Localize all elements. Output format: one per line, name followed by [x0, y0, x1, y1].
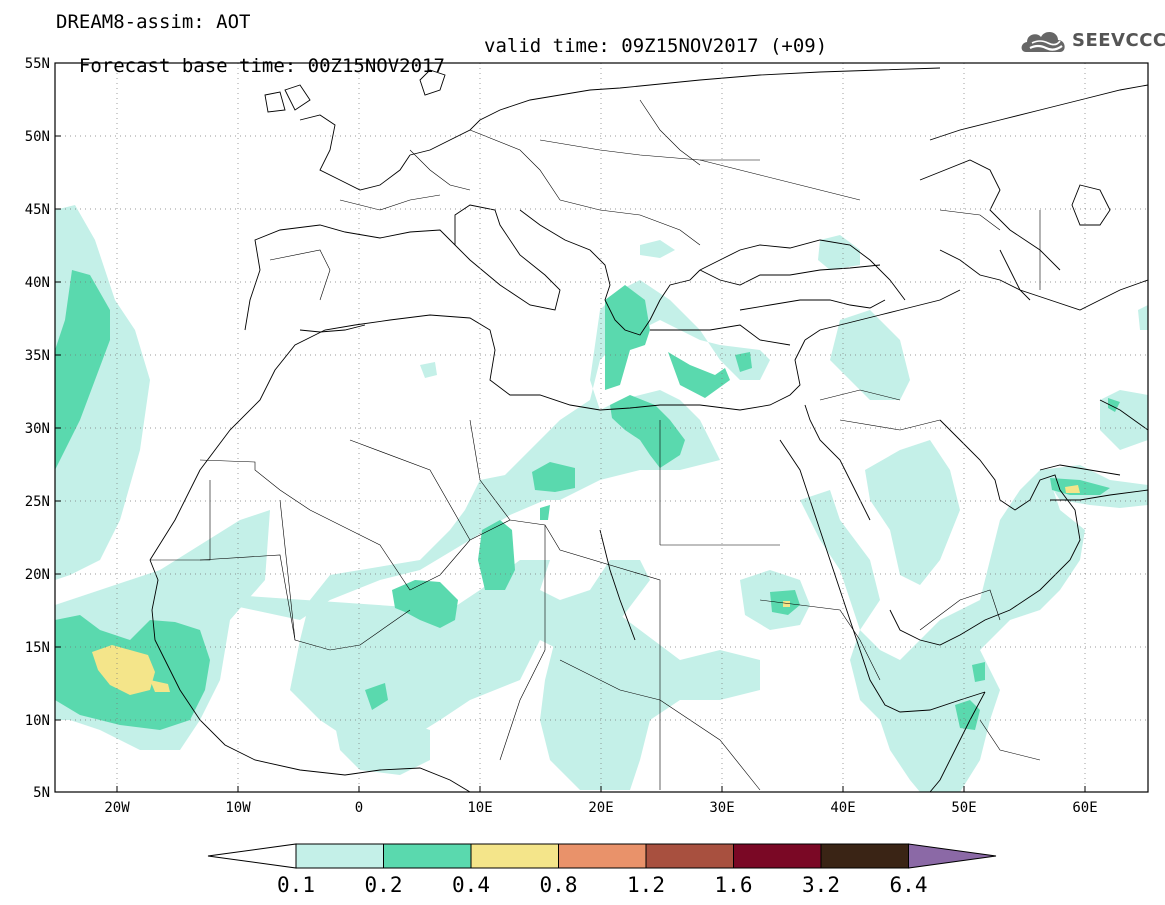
colorbar-swatch [295, 843, 384, 869]
lat-label: 20N [25, 567, 50, 583]
aot-level-0.2 [55, 270, 1120, 730]
lat-labels: 55N 50N 45N 40N 35N 30N 25N 20N 15N 10N … [25, 56, 50, 801]
aot-level-0.1 [55, 205, 1148, 792]
colorbar-swatch [558, 843, 647, 869]
colorbar-label: 0.1 [277, 873, 315, 897]
colorbar-swatch [820, 843, 909, 869]
colorbar-label: 0.2 [364, 873, 403, 897]
colorbar-label: 1.2 [627, 873, 665, 897]
colorbar-label: 6.4 [889, 873, 928, 897]
lon-label: 60E [1072, 800, 1097, 816]
lon-label: 0 [355, 800, 363, 816]
borders [150, 99, 1041, 791]
lat-label: 30N [25, 421, 50, 437]
colorbar-swatch [645, 843, 734, 869]
axis-ticks [55, 62, 1086, 792]
logo-text: SEEVCCC [1072, 30, 1165, 51]
colorbar [207, 843, 997, 869]
colorbar-label: 0.8 [539, 873, 578, 897]
lat-label: 35N [25, 348, 50, 364]
aot-level-0.4 [92, 485, 1080, 695]
lon-label: 20W [104, 800, 130, 816]
lon-label: 50E [951, 800, 976, 816]
lat-label: 50N [25, 129, 50, 145]
colorbar-label: 0.4 [452, 873, 490, 897]
lat-label: 10N [25, 713, 50, 729]
colorbar-swatch [733, 843, 822, 869]
lat-label: 25N [25, 494, 50, 510]
colorbar-over-arrow [908, 843, 997, 869]
lon-label: 20E [588, 800, 613, 816]
cloud-logo-icon [1021, 31, 1065, 52]
lat-label: 40N [25, 275, 50, 291]
lat-label: 5N [33, 785, 50, 801]
colorbar-swatch [383, 843, 472, 869]
map-title: DREAM8-assim: AOT [56, 11, 251, 33]
forecast-times: Forecast base time: 00Z15NOV2017 valid t… [56, 36, 827, 96]
lon-label: 10W [225, 800, 251, 816]
lat-label: 45N [25, 202, 50, 218]
lon-label: 10E [467, 800, 492, 816]
lat-label: 55N [25, 56, 50, 72]
colorbar-swatch [470, 843, 559, 869]
valid-time-text: valid time: 09Z15NOV2017 (+09) [484, 35, 828, 57]
graticule [55, 63, 1148, 792]
seevccc-logo: SEEVCCC [1018, 24, 1165, 58]
base-time-text: Forecast base time: 00Z15NOV2017 [78, 55, 445, 77]
colorbar-under-arrow [207, 843, 297, 869]
lon-label: 30E [709, 800, 734, 816]
coastlines [149, 67, 1148, 792]
colorbar-label: 1.6 [714, 873, 753, 897]
lat-label: 15N [25, 640, 50, 656]
lon-labels: 20W 10W 0 10E 20E 30E 40E 50E 60E [104, 800, 1097, 816]
aot-shading [55, 205, 1148, 792]
colorbar-label: 3.2 [802, 873, 840, 897]
lon-label: 40E [830, 800, 855, 816]
